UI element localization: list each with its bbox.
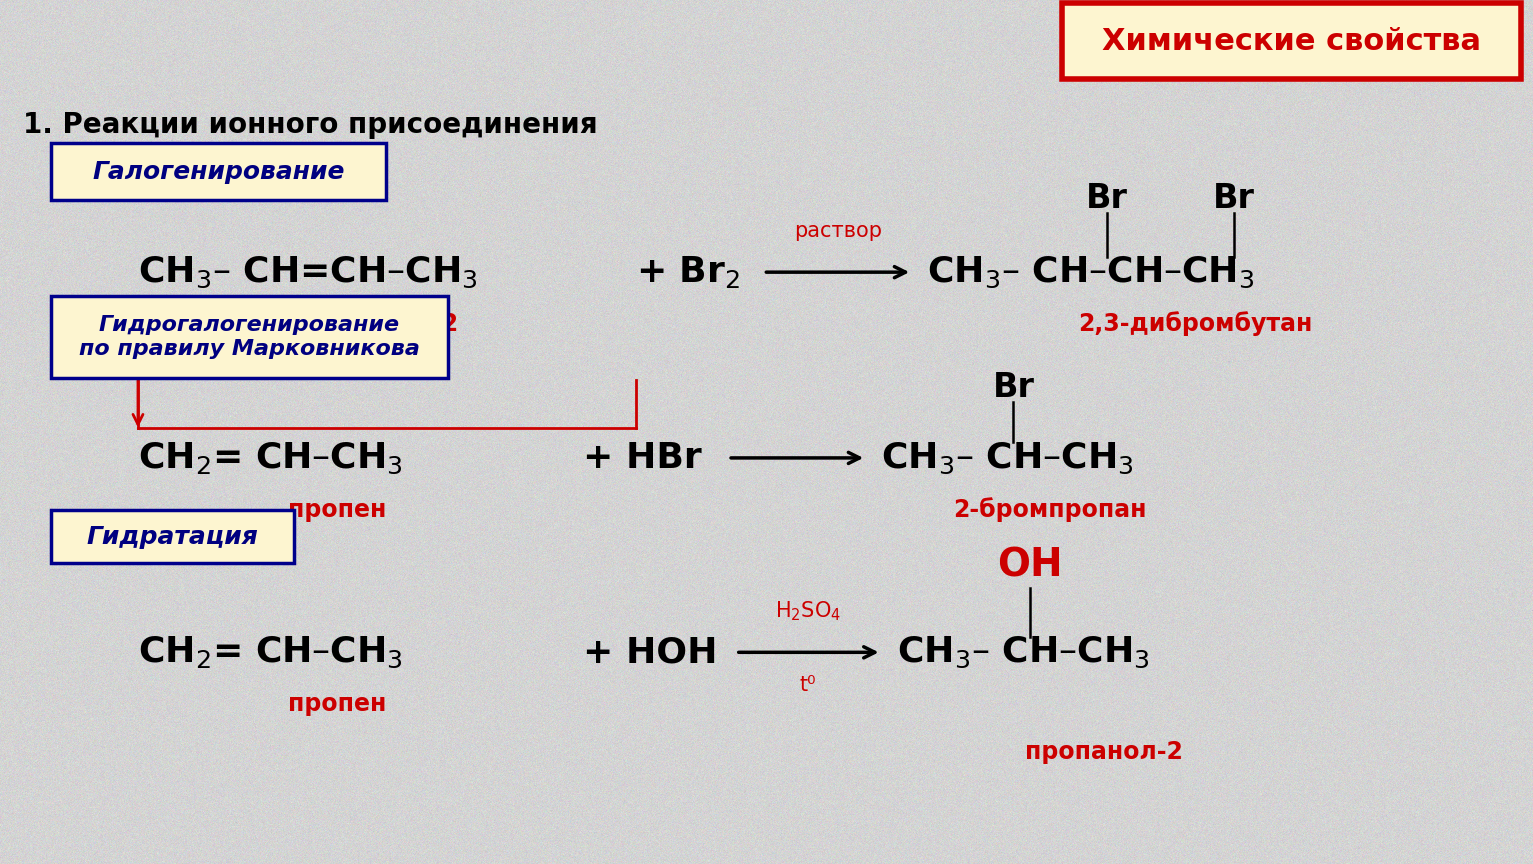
Text: Br: Br	[992, 371, 1035, 403]
Text: + HOH: + HOH	[583, 635, 717, 670]
Text: + Br$_2$: + Br$_2$	[636, 254, 740, 290]
Text: пропен: пропен	[288, 498, 386, 522]
Text: Гидратация: Гидратация	[86, 524, 259, 549]
Text: CH$_2$= CH–CH$_3$: CH$_2$= CH–CH$_3$	[138, 635, 403, 670]
Text: + HBr: + HBr	[583, 441, 701, 475]
Text: t⁰: t⁰	[800, 675, 816, 696]
Text: CH$_3$– CH–CH$_3$: CH$_3$– CH–CH$_3$	[881, 441, 1134, 475]
Text: 1. Реакции ионного присоединения: 1. Реакции ионного присоединения	[23, 111, 598, 139]
Text: 2-бромпропан: 2-бромпропан	[954, 498, 1147, 522]
Text: бутен-2: бутен-2	[354, 312, 458, 336]
Text: CH$_3$– CH–CH–CH$_3$: CH$_3$– CH–CH–CH$_3$	[927, 255, 1256, 289]
Text: пропен: пропен	[288, 692, 386, 716]
Text: раствор: раствор	[794, 220, 883, 241]
Text: CH$_2$= CH–CH$_3$: CH$_2$= CH–CH$_3$	[138, 441, 403, 475]
Text: Гидрогалогенирование
по правилу Марковникова: Гидрогалогенирование по правилу Марковни…	[78, 314, 420, 359]
Text: CH$_3$– CH=CH–CH$_3$: CH$_3$– CH=CH–CH$_3$	[138, 255, 478, 289]
FancyBboxPatch shape	[51, 143, 386, 200]
FancyBboxPatch shape	[51, 510, 294, 563]
Text: CH$_3$– CH–CH$_3$: CH$_3$– CH–CH$_3$	[897, 635, 1150, 670]
FancyBboxPatch shape	[1062, 3, 1521, 79]
Text: H$_2$SO$_4$: H$_2$SO$_4$	[774, 599, 842, 623]
Text: Галогенирование: Галогенирование	[92, 160, 345, 184]
Text: 2,3-дибромбутан: 2,3-дибромбутан	[1079, 312, 1312, 336]
Text: Br: Br	[1085, 182, 1128, 215]
Text: пропанол-2: пропанол-2	[1026, 740, 1182, 764]
Text: Химические свойства: Химические свойства	[1102, 27, 1481, 55]
FancyBboxPatch shape	[51, 296, 448, 378]
Text: OH: OH	[998, 547, 1062, 585]
Text: Br: Br	[1213, 182, 1256, 215]
